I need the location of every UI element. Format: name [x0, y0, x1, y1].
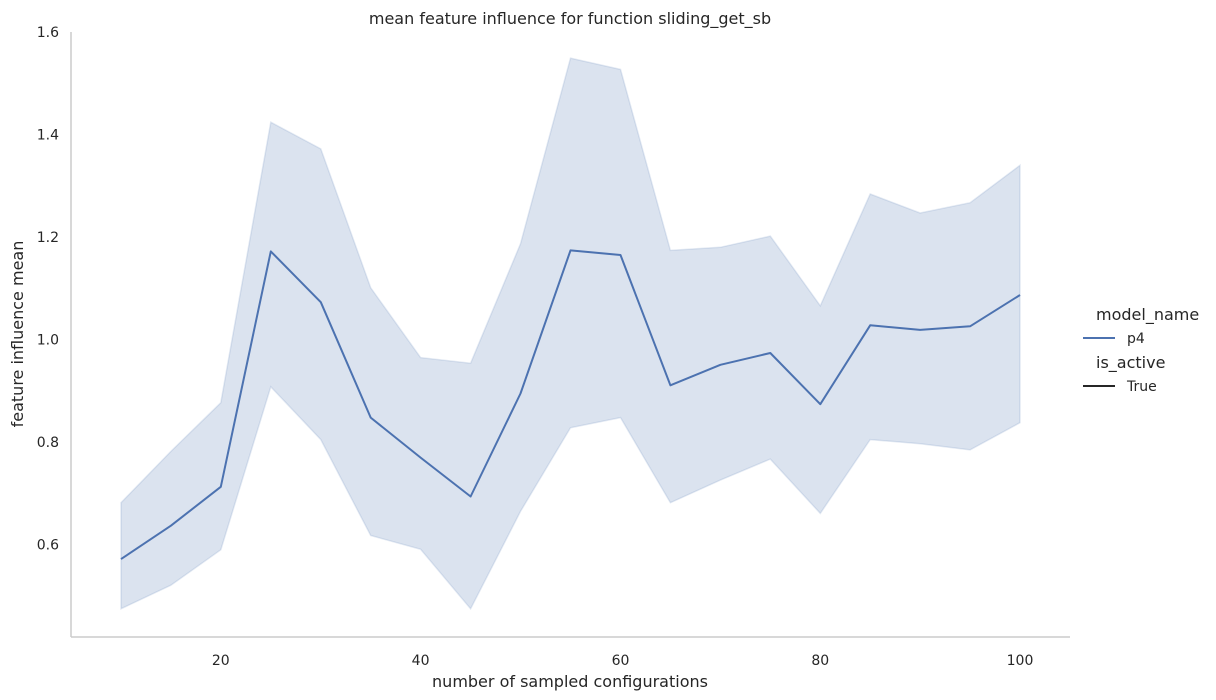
y-tick-label: 0.8 [37, 435, 59, 451]
y-tick-label: 1.0 [37, 333, 59, 349]
y-tick-label: 1.4 [37, 128, 59, 144]
y-tick-labels: 0.6 0.8 1.0 1.2 1.4 1.6 [37, 25, 59, 554]
x-tick-label: 80 [811, 653, 829, 669]
x-tick-label: 100 [1007, 653, 1034, 669]
y-tick-label: 1.2 [37, 230, 59, 246]
confidence-band-layer [120, 57, 1021, 611]
x-axis-label: number of sampled configurations [432, 672, 708, 691]
legend-style-title: is_active [1096, 353, 1165, 373]
legend-style-label: True [1126, 379, 1157, 395]
legend-hue-label: p4 [1127, 331, 1145, 347]
series-0-line [120, 249, 1021, 560]
x-tick-label: 60 [612, 653, 630, 669]
y-tick-label: 1.6 [37, 25, 59, 41]
chart-title: mean feature influence for function slid… [369, 9, 771, 29]
series-line-layer [120, 249, 1021, 560]
x-tick-label: 20 [212, 653, 230, 669]
y-axis-label: feature influence mean [8, 241, 27, 428]
x-tick-label: 40 [412, 653, 430, 669]
legend: model_name p4 is_active True [1083, 305, 1199, 395]
x-tick-labels: 20 40 60 80 100 [212, 653, 1033, 669]
y-tick-label: 0.6 [37, 538, 59, 554]
legend-hue-title: model_name [1096, 305, 1199, 325]
series-0-confidence-band [120, 57, 1021, 611]
